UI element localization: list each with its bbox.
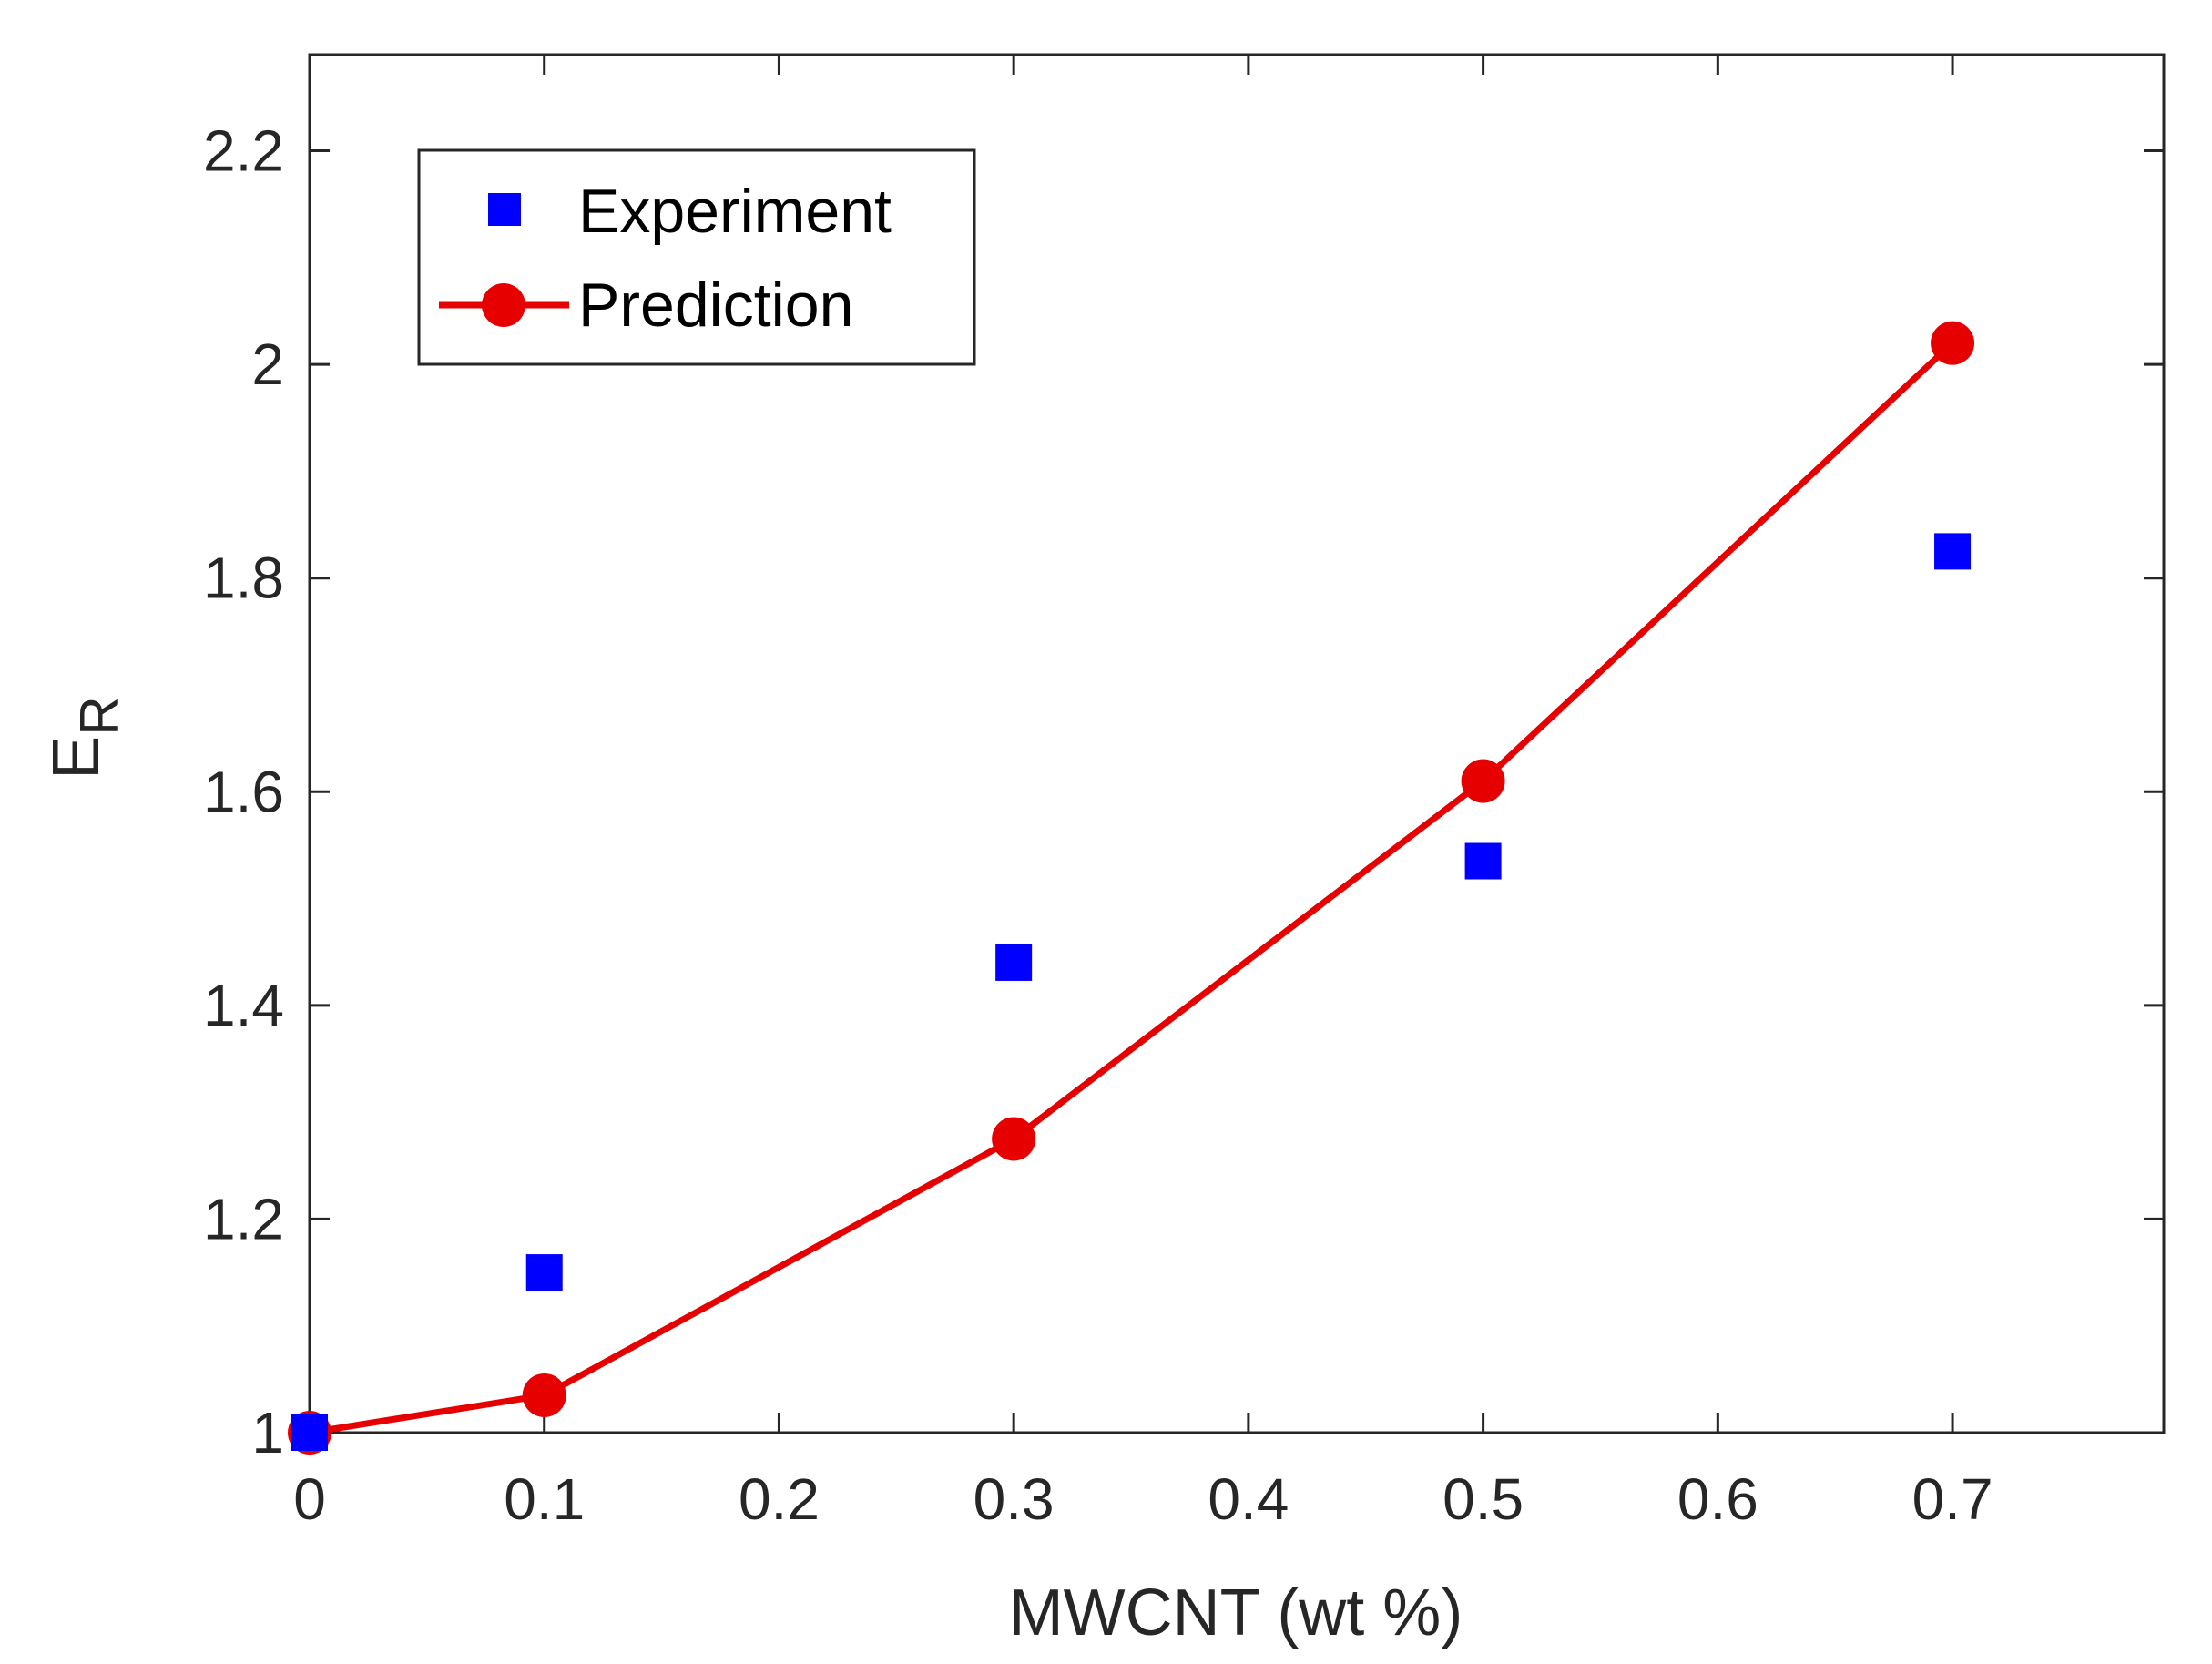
y-tick-label: 1.6 xyxy=(203,759,284,824)
x-tick-label: 0.2 xyxy=(739,1466,820,1532)
y-axis-title-subscript: R xyxy=(69,696,130,735)
legend-experiment-marker xyxy=(488,193,521,226)
experiment-point xyxy=(1934,533,1972,570)
x-tick-label: 0 xyxy=(293,1466,326,1532)
prediction-point xyxy=(522,1373,566,1417)
legend-prediction-label: Prediction xyxy=(578,271,853,340)
legend-box xyxy=(417,148,976,366)
experiment-point xyxy=(1464,842,1502,880)
x-tick-label: 0.5 xyxy=(1442,1466,1524,1532)
x-tick-labels: 0 0.1 0.2 0.3 0.4 0.5 0.6 0.7 xyxy=(293,1466,1993,1532)
y-tick-label: 1.2 xyxy=(203,1186,284,1251)
legend: Experiment Prediction xyxy=(417,148,976,366)
y-tick-label: 2 xyxy=(251,332,284,397)
y-axis-title-main: E xyxy=(40,736,113,780)
experiment-point xyxy=(291,1414,328,1451)
svg-text:ER: ER xyxy=(40,696,130,779)
legend-experiment-label: Experiment xyxy=(578,177,892,246)
x-tick-label: 0.7 xyxy=(1912,1466,1993,1532)
axis-ticks xyxy=(308,55,2164,1434)
x-tick-label: 0.4 xyxy=(1208,1466,1289,1532)
x-tick-label: 0.3 xyxy=(973,1466,1055,1532)
experiment-point xyxy=(525,1254,563,1291)
prediction-point xyxy=(992,1117,1036,1161)
x-axis-title: MWCNT (wt %) xyxy=(1009,1577,1463,1649)
y-tick-label: 2.2 xyxy=(203,118,284,184)
series-experiment xyxy=(291,533,1972,1451)
x-tick-label: 0.1 xyxy=(504,1466,585,1532)
y-axis-title: ER xyxy=(40,696,130,779)
y-tick-label: 1.8 xyxy=(203,546,284,611)
y-tick-label: 1.4 xyxy=(203,973,284,1038)
y-tick-labels: 1 1.2 1.4 1.6 1.8 2 2.2 xyxy=(203,118,284,1465)
x-tick-label: 0.6 xyxy=(1677,1466,1758,1532)
prediction-point xyxy=(1931,321,1975,365)
legend-prediction-marker xyxy=(482,283,525,327)
experiment-point xyxy=(995,944,1033,981)
prediction-point xyxy=(1461,759,1505,803)
y-tick-label: 1 xyxy=(251,1400,284,1465)
